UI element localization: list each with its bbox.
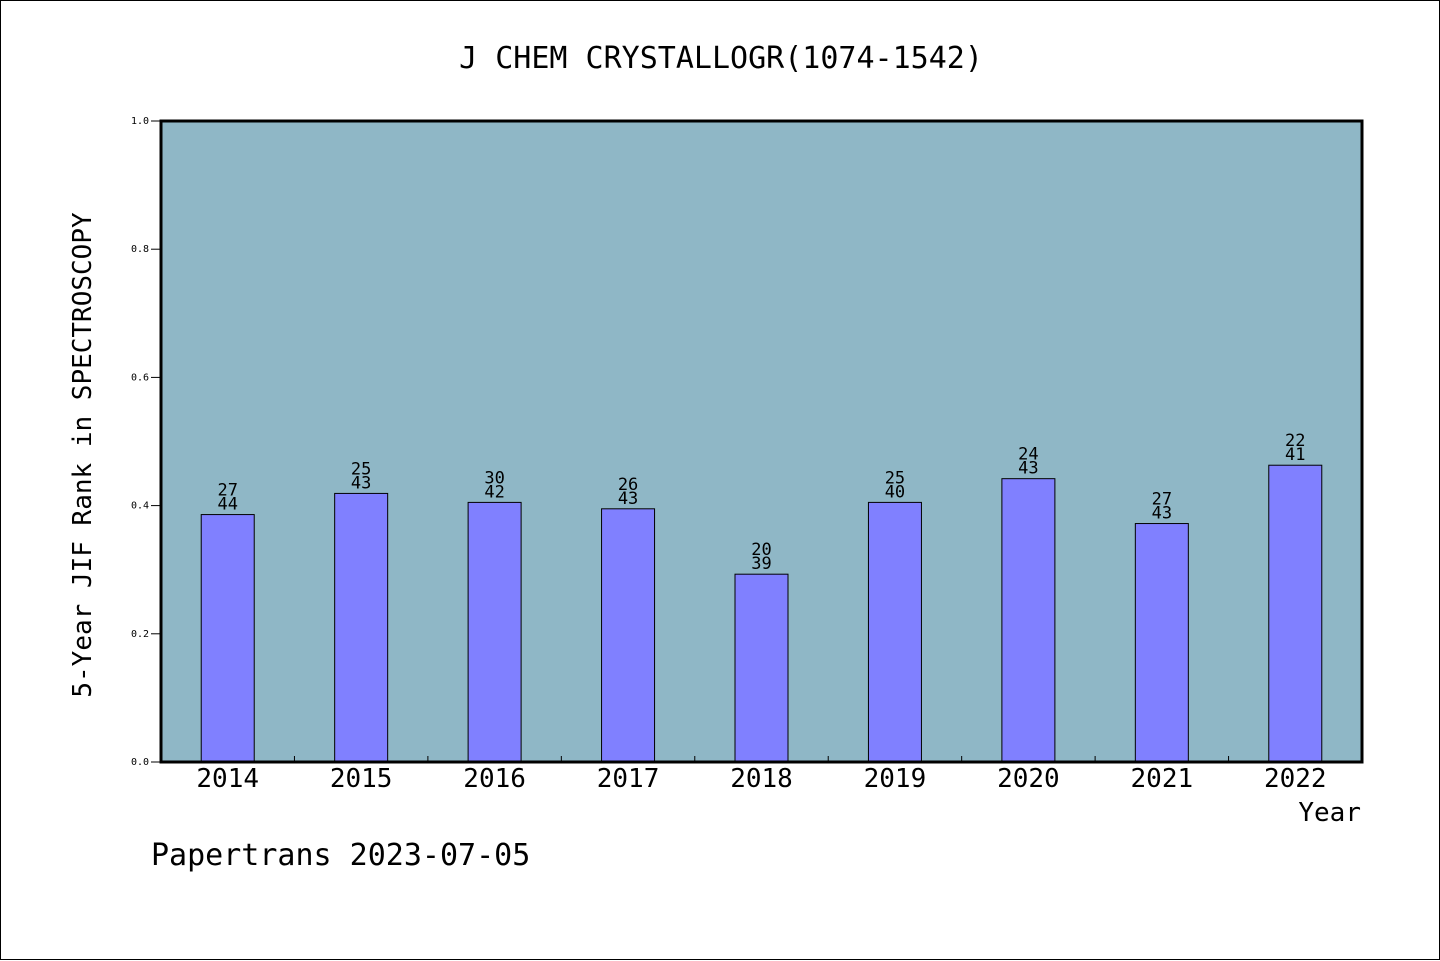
x-tick-label: 2015	[330, 764, 393, 794]
bars-group	[200, 464, 1323, 763]
y-axis: 0.0 0.2 0.4 0.6 0.8 1.0	[131, 116, 161, 768]
y-tick-label: 0.0	[131, 757, 149, 768]
watermark-text: Papertrans 2023-07-05	[151, 838, 530, 873]
bar-rank-label: 26	[618, 475, 638, 495]
chart-title: J CHEM CRYSTALLOGR(1074-1542)	[459, 41, 983, 76]
bar-2020	[1001, 478, 1056, 763]
bar-2021	[1134, 523, 1189, 763]
bar-2018	[734, 573, 789, 763]
bar-2019	[867, 501, 922, 763]
x-tick-label: 2018	[730, 764, 793, 794]
y-tick-label: 0.8	[131, 244, 149, 255]
bar-total-label: 39	[751, 554, 771, 574]
bar-2017	[601, 508, 656, 763]
plot-border	[159, 119, 1364, 764]
y-tick-label: 1.0	[131, 116, 149, 127]
bar-total-label: 43	[1152, 504, 1172, 524]
y-axis-label: 5-Year JIF Rank in SPECTROSCOPY	[68, 212, 98, 698]
x-axis-label: Year	[1298, 798, 1361, 828]
y-tick-label: 0.2	[131, 629, 149, 640]
bar-total-label: 42	[484, 482, 504, 502]
x-tick-label: 2021	[1131, 764, 1194, 794]
y-tick-label: 0.4	[131, 501, 149, 512]
x-tick-label: 2016	[463, 764, 526, 794]
bar-total-label: 44	[217, 495, 237, 515]
bar-total-label: 43	[618, 489, 638, 509]
bar-2014	[200, 514, 255, 763]
bar-rank-label: 27	[217, 481, 237, 501]
bar-2022	[1268, 464, 1323, 763]
bar-total-label: 40	[885, 482, 905, 502]
x-tick-label: 2019	[864, 764, 927, 794]
bar-total-label: 41	[1285, 445, 1305, 465]
bar-rank-label: 24	[1018, 445, 1038, 465]
bar-total-label: 43	[1018, 459, 1038, 479]
x-tick-label: 2020	[997, 764, 1060, 794]
y-tick-label: 0.6	[131, 372, 149, 383]
bar-rank-label: 22	[1285, 431, 1305, 451]
bar-rank-label: 25	[351, 459, 371, 479]
bar-2015	[334, 492, 389, 763]
x-tick-label: 2014	[196, 764, 259, 794]
bar-rank-label: 30	[484, 468, 504, 488]
bar-2016	[467, 501, 522, 763]
bar-rank-label: 27	[1152, 490, 1172, 510]
x-axis: 2014 2015 2016 2017 2018 2019 2020 2021 2022	[196, 756, 1327, 794]
x-tick-label: 2022	[1264, 764, 1327, 794]
bar-rank-label: 25	[885, 468, 905, 488]
bar-total-label: 43	[351, 473, 371, 493]
bar-rank-label: 20	[751, 540, 771, 560]
x-tick-label: 2017	[597, 764, 660, 794]
